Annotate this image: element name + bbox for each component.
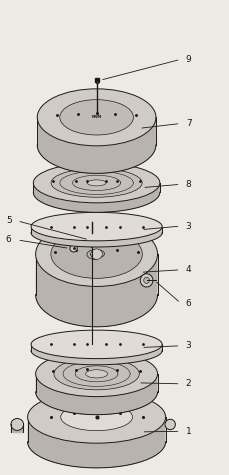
Ellipse shape (35, 222, 157, 286)
Polygon shape (31, 227, 161, 247)
Text: 3: 3 (185, 342, 191, 350)
Ellipse shape (54, 358, 139, 390)
Ellipse shape (89, 233, 94, 238)
Text: 1: 1 (185, 427, 191, 436)
Ellipse shape (51, 230, 142, 278)
Text: 8: 8 (185, 180, 191, 189)
Text: 3: 3 (185, 222, 191, 230)
Ellipse shape (35, 351, 157, 397)
Ellipse shape (31, 212, 161, 241)
Polygon shape (31, 344, 161, 365)
Ellipse shape (31, 330, 161, 359)
Text: 6: 6 (185, 299, 191, 307)
Ellipse shape (140, 274, 152, 287)
Text: 7: 7 (185, 119, 191, 128)
Ellipse shape (143, 277, 149, 284)
Ellipse shape (37, 89, 155, 146)
Ellipse shape (11, 418, 24, 430)
Text: 6: 6 (6, 236, 11, 244)
Ellipse shape (85, 370, 107, 378)
Ellipse shape (33, 163, 159, 203)
Ellipse shape (90, 249, 102, 259)
Ellipse shape (60, 403, 132, 431)
Ellipse shape (51, 169, 142, 197)
Ellipse shape (164, 419, 175, 430)
Text: 2: 2 (185, 380, 191, 388)
Polygon shape (27, 417, 165, 468)
Polygon shape (37, 117, 155, 173)
Ellipse shape (87, 180, 106, 186)
Text: PRM: PRM (91, 115, 101, 119)
Polygon shape (11, 425, 23, 432)
Polygon shape (35, 254, 157, 327)
Ellipse shape (27, 391, 165, 443)
Text: 9: 9 (185, 55, 191, 64)
Polygon shape (35, 374, 157, 415)
Polygon shape (33, 183, 159, 212)
Ellipse shape (60, 100, 133, 135)
Text: 4: 4 (185, 266, 191, 274)
Text: 5: 5 (6, 217, 11, 225)
Ellipse shape (70, 245, 77, 252)
